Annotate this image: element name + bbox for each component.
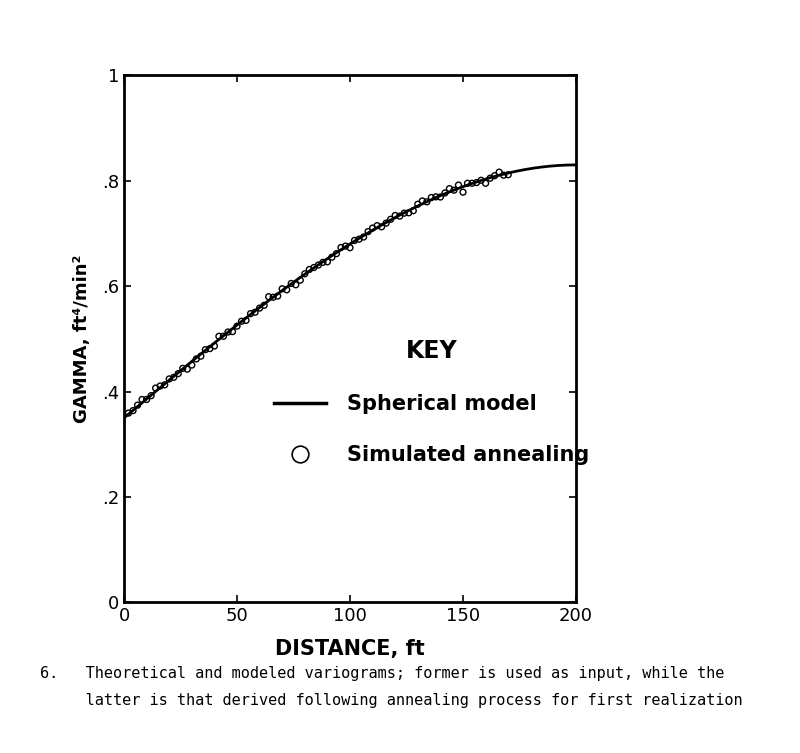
Legend: Spherical model, Simulated annealing: Spherical model, Simulated annealing xyxy=(274,339,589,465)
Point xyxy=(136,394,149,406)
Point xyxy=(285,277,298,289)
Point xyxy=(366,222,379,234)
Point xyxy=(317,256,330,268)
Point xyxy=(262,291,275,303)
Point xyxy=(447,184,460,197)
Point xyxy=(131,399,144,411)
X-axis label: DISTANCE, ft: DISTANCE, ft xyxy=(275,639,425,659)
Point xyxy=(389,209,402,221)
Point xyxy=(199,343,212,355)
Point xyxy=(217,331,230,343)
Point xyxy=(326,252,338,264)
Point xyxy=(425,191,438,203)
Point xyxy=(230,320,243,332)
Point xyxy=(244,308,257,320)
Point xyxy=(312,259,325,271)
Point xyxy=(394,210,406,222)
Point xyxy=(362,226,374,238)
Point xyxy=(407,205,420,217)
Point xyxy=(348,234,361,246)
Point xyxy=(307,261,320,273)
Point xyxy=(334,242,347,254)
Point xyxy=(470,176,483,188)
Point xyxy=(438,187,451,199)
Point xyxy=(150,382,162,394)
Point xyxy=(158,379,171,391)
Point xyxy=(249,306,262,319)
Point xyxy=(488,169,501,181)
Point xyxy=(474,174,487,186)
Point xyxy=(203,343,216,355)
Point xyxy=(172,367,185,380)
Point xyxy=(411,198,424,210)
Point xyxy=(370,220,383,232)
Point xyxy=(186,359,198,371)
Point xyxy=(181,363,194,375)
Point xyxy=(330,248,343,260)
Point xyxy=(493,166,506,178)
Point xyxy=(452,179,465,191)
Point xyxy=(498,169,510,181)
Point xyxy=(126,404,139,416)
Point xyxy=(353,233,366,245)
Point xyxy=(190,353,202,365)
Y-axis label: GAMMA, ft⁴/min²: GAMMA, ft⁴/min² xyxy=(73,255,90,423)
Point xyxy=(398,207,410,219)
Point xyxy=(208,340,221,352)
Point xyxy=(290,279,302,291)
Point xyxy=(176,362,189,374)
Point xyxy=(235,316,248,328)
Point xyxy=(303,264,316,276)
Point xyxy=(122,407,135,419)
Point xyxy=(258,299,270,311)
Point xyxy=(167,371,180,383)
Point xyxy=(380,217,393,229)
Point xyxy=(443,183,456,195)
Point xyxy=(321,256,334,268)
Point xyxy=(280,284,293,296)
Point xyxy=(298,268,311,280)
Point xyxy=(484,172,497,184)
Point xyxy=(163,373,176,385)
Point xyxy=(461,177,474,189)
Point xyxy=(222,326,234,338)
Point xyxy=(339,240,352,252)
Point xyxy=(416,195,429,207)
Point xyxy=(276,282,289,294)
Point xyxy=(502,169,514,181)
Point xyxy=(226,325,239,337)
Point xyxy=(434,191,447,203)
Point xyxy=(240,314,253,326)
Point xyxy=(357,231,370,243)
Point xyxy=(421,196,434,208)
Point xyxy=(384,213,397,225)
Point xyxy=(253,302,266,314)
Point xyxy=(457,186,470,198)
Point xyxy=(266,291,279,303)
Point xyxy=(466,177,478,189)
Point xyxy=(294,274,306,286)
Point xyxy=(479,177,492,189)
Point xyxy=(154,380,166,392)
Point xyxy=(213,331,226,343)
Text: 6.   Theoretical and modeled variograms; former is used as input, while the: 6. Theoretical and modeled variograms; f… xyxy=(40,666,724,681)
Point xyxy=(194,350,207,362)
Point xyxy=(271,290,284,302)
Point xyxy=(140,393,153,405)
Point xyxy=(402,207,415,219)
Point xyxy=(145,389,158,401)
Point xyxy=(375,221,388,233)
Point xyxy=(430,191,442,203)
Point xyxy=(344,242,357,254)
Text: latter is that derived following annealing process for first realization: latter is that derived following anneali… xyxy=(40,693,742,708)
